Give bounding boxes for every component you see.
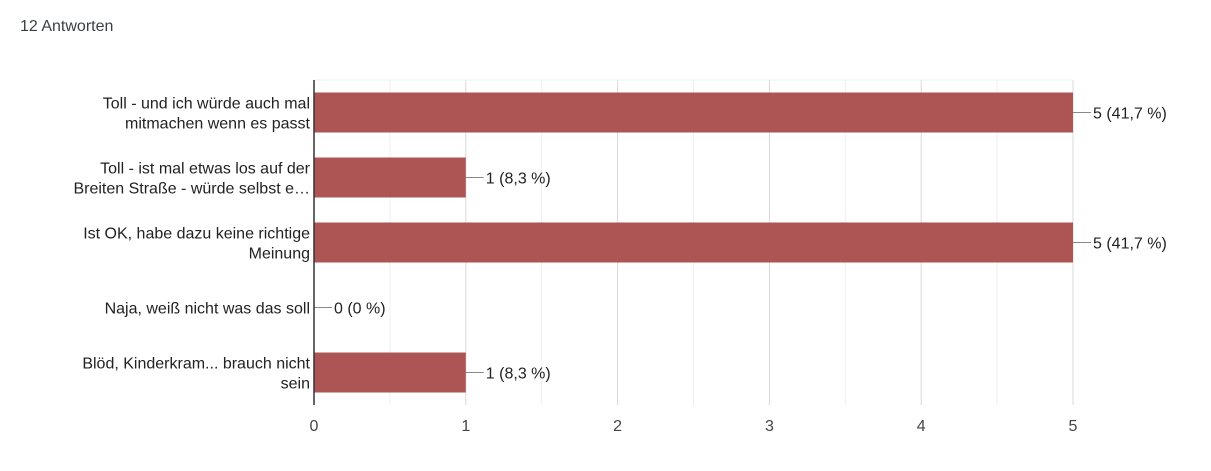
x-tick-label: 4: [917, 418, 926, 435]
data-label: 0 (0 %): [334, 301, 386, 318]
x-tick-label: 3: [765, 418, 774, 435]
data-label: 1 (8,3 %): [486, 366, 551, 383]
category-label: Toll - ist mal etwas los auf der Breiten …: [73, 161, 310, 198]
response-count: 12 Antworten: [20, 18, 114, 35]
x-tick-label: 2: [613, 418, 622, 435]
x-axis-ticks: 0 1 2 3 4 5: [310, 418, 1078, 435]
category-label: Blöd, Kinderkram... brauch nicht sein: [82, 356, 310, 393]
bar[interactable]: [314, 92, 1073, 133]
x-tick-label: 0: [310, 418, 319, 435]
x-tick-label: 1: [461, 418, 470, 435]
data-label: 5 (41,7 %): [1093, 236, 1167, 253]
bar[interactable]: [314, 352, 466, 393]
category-label: Ist OK, habe dazu keine richtige Meinung: [83, 226, 310, 263]
category-label: Toll - und ich würde auch mal mitmachen w…: [103, 96, 311, 133]
bars: [314, 92, 1073, 393]
data-labels: 5 (41,7 %) 1 (8,3 %) 5 (41,7 %) 0 (0 %) 1 (8…: [314, 106, 1167, 383]
category-labels: Toll - und ich würde auch mal mitmachen w…: [73, 96, 310, 393]
bar[interactable]: [314, 222, 1073, 263]
x-tick-label: 5: [1069, 418, 1078, 435]
category-label: Naja, weiß nicht was das soll: [105, 301, 310, 318]
data-label: 1 (8,3 %): [486, 171, 551, 188]
data-label: 5 (41,7 %): [1093, 106, 1167, 123]
bar[interactable]: [314, 157, 466, 198]
